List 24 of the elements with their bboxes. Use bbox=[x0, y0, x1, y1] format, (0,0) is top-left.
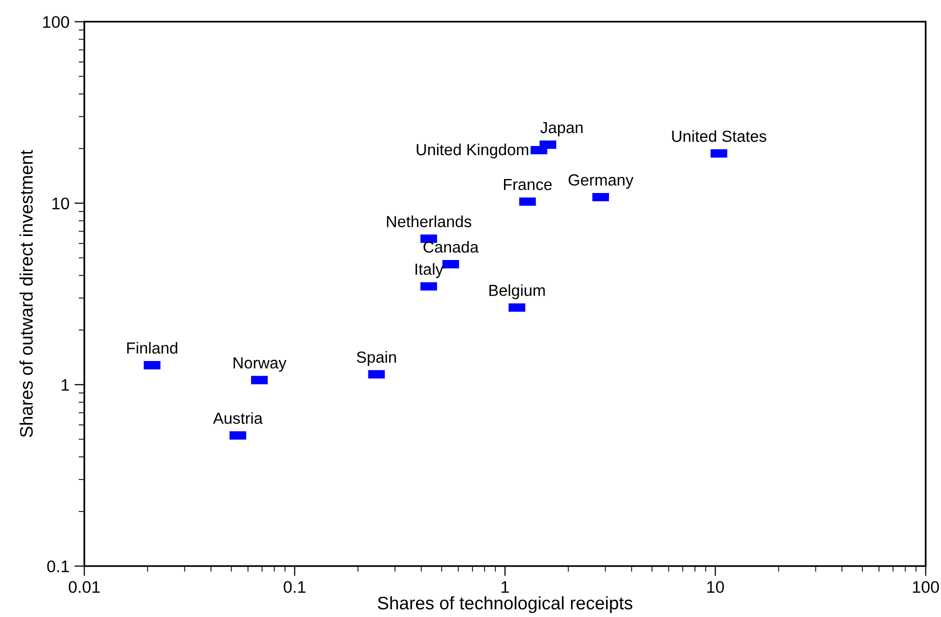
y-tick-label: 100 bbox=[43, 16, 70, 28]
x-tick-label: 0.1 bbox=[284, 581, 306, 593]
y-tick-label: 0.1 bbox=[47, 560, 69, 572]
annotation: Spain bbox=[356, 351, 396, 366]
annotation: United Kingdom bbox=[416, 144, 528, 158]
annotation: Italy bbox=[416, 263, 444, 278]
x-tick-label: 1 bbox=[502, 581, 509, 593]
y-tick-label: 10 bbox=[52, 198, 70, 210]
x-axis-title: Shares of technological receipts bbox=[378, 596, 632, 614]
annotation: Belgium bbox=[489, 284, 545, 300]
annotation: Austria bbox=[213, 412, 263, 424]
x-tick-label: 0.01 bbox=[68, 581, 100, 593]
annotation: Netherlands bbox=[386, 215, 472, 228]
annotation: Germany bbox=[568, 174, 634, 189]
x-tick-label: 100 bbox=[913, 581, 939, 593]
annotation: Japan bbox=[540, 122, 583, 136]
annotation: France bbox=[504, 178, 552, 190]
y-axis-title: Shares of outward direct investment bbox=[20, 150, 33, 438]
annotation: United States bbox=[672, 130, 766, 142]
annotation: Canada bbox=[424, 240, 479, 253]
annotation: Finland bbox=[127, 342, 178, 354]
x-tick-label: 10 bbox=[707, 581, 724, 593]
annotation: Norway bbox=[234, 357, 286, 372]
y-tick-label: 1 bbox=[62, 379, 69, 391]
